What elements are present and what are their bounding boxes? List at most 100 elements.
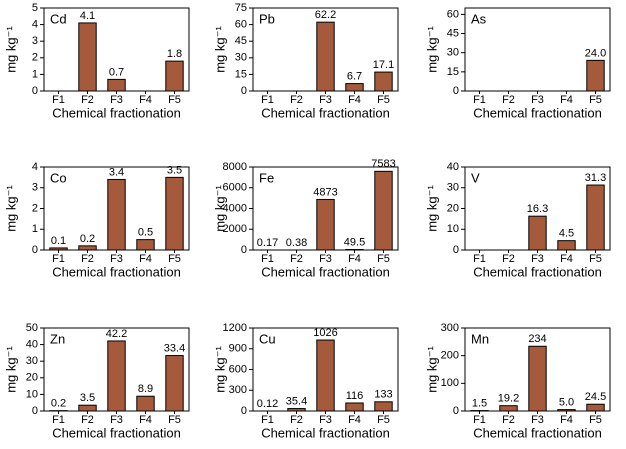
x-tick-label: F2 [290,253,303,265]
y-tick-label: 0 [32,85,38,97]
x-tick-label: F1 [473,94,486,106]
x-tick-label: F2 [502,94,515,106]
bar [528,215,547,251]
y-tick-label: 60 [235,19,247,31]
value-label: 133 [374,389,392,401]
x-tick-label: F3 [110,94,123,106]
value-label: 0.17 [257,237,278,249]
y-tick-label: 300 [441,322,459,334]
x-tick-label: F4 [560,253,573,265]
y-tick-label: 45 [235,35,247,47]
y-tick-label: 60 [447,8,459,20]
y-tick-label: 1200 [223,322,247,334]
y-tick-label: 0 [32,244,38,256]
x-tick-label: F2 [81,253,94,265]
x-tick-label: F5 [377,414,390,426]
bar [345,402,364,412]
value-label: 35.4 [286,395,307,407]
x-tick-label: F3 [110,253,123,265]
x-tick-label: F4 [560,414,573,426]
bar [316,198,335,251]
x-tick-label: F3 [319,253,332,265]
y-axis-title: mg kg⁻¹ [424,26,439,73]
y-tick-label: 0 [453,405,459,417]
bar [107,340,126,412]
value-label: 33.4 [164,342,185,354]
value-label: 62.2 [315,9,336,21]
value-label: 7583 [371,158,395,170]
y-tick-label: 30 [26,355,38,367]
panel-title: Pb [259,11,275,26]
x-tick-label: F1 [52,94,65,106]
y-tick-label: 30 [447,47,459,59]
x-axis-title: Chemical fractionation [52,105,181,120]
bar [345,83,364,92]
y-tick-label: 3 [32,35,38,47]
value-label: 6.7 [347,70,362,82]
y-tick-label: 4 [32,19,38,31]
bar [107,178,126,251]
x-tick-label: F2 [502,414,515,426]
y-axis-title: mg kg⁻¹ [3,26,18,73]
y-tick-label: 2 [32,202,38,214]
x-tick-label: F2 [81,414,94,426]
y-tick-label: 0 [453,244,459,256]
bar [345,248,364,251]
x-axis-title: Chemical fractionation [473,105,602,120]
panel-title: V [471,170,480,185]
bar [586,184,605,251]
x-axis-title: Chemical fractionation [473,264,602,279]
panel-title: Cd [50,11,67,26]
bar [165,60,184,92]
x-tick-label: F5 [377,94,390,106]
y-tick-label: 20 [447,202,459,214]
y-tick-label: 10 [447,223,459,235]
x-tick-label: F4 [560,94,573,106]
x-tick-label: F2 [290,94,303,106]
bar [49,247,68,251]
y-tick-label: 0 [241,405,247,417]
x-tick-label: F4 [348,94,361,106]
bar [316,21,335,92]
y-tick-label: 100 [441,377,459,389]
y-tick-label: 45 [447,27,459,39]
y-tick-label: 2 [32,52,38,64]
value-label: 3.5 [167,164,182,176]
y-tick-label: 300 [229,384,247,396]
y-tick-label: 3 [32,182,38,194]
bar [165,176,184,251]
value-label: 1026 [313,327,337,339]
x-tick-label: F4 [348,414,361,426]
y-axis-title: mg kg⁻¹ [3,346,18,393]
y-tick-label: 6000 [223,182,247,194]
y-axis-title: mg kg⁻¹ [3,185,18,232]
y-tick-label: 15 [235,68,247,80]
y-tick-label: 40 [26,339,38,351]
x-tick-label: F5 [377,253,390,265]
x-tick-label: F1 [473,253,486,265]
y-tick-label: 15 [447,66,459,78]
y-axis-title: mg kg⁻¹ [212,26,227,73]
panel-title: Cu [259,331,276,346]
bar [499,405,518,412]
value-label: 24.5 [585,391,606,403]
value-label: 5.0 [559,397,574,409]
y-tick-label: 8000 [223,161,247,173]
bar [78,404,97,412]
y-tick-label: 0 [241,85,247,97]
bar [374,170,393,251]
y-tick-label: 600 [229,363,247,375]
x-tick-label: F2 [502,253,515,265]
x-axis-title: Chemical fractionation [261,425,390,440]
y-tick-label: 50 [26,322,38,334]
x-tick-label: F5 [589,253,602,265]
bar [78,245,97,251]
value-label: 1.8 [167,48,182,60]
y-tick-label: 40 [447,161,459,173]
x-tick-label: F4 [348,253,361,265]
y-tick-label: 20 [26,372,38,384]
value-label: 116 [346,390,364,402]
y-tick-label: 30 [447,182,459,194]
y-tick-label: 5 [32,2,38,14]
